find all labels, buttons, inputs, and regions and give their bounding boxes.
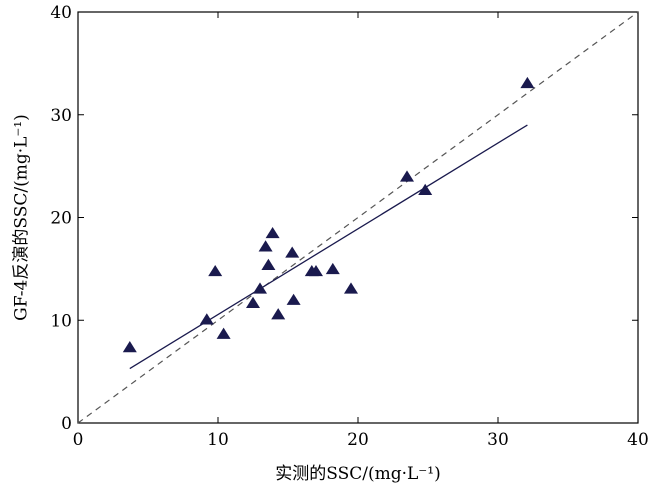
data-point-14 xyxy=(325,262,340,275)
data-point-1 xyxy=(199,313,214,325)
data-point-7 xyxy=(261,258,276,270)
data-point-5 xyxy=(253,282,267,294)
x-axis-label: 实测的SSC/(mg·L⁻¹) xyxy=(275,464,440,484)
data-point-17 xyxy=(418,183,433,195)
y-tick-label-2: 20 xyxy=(50,209,72,229)
x-tick-label-3: 30 xyxy=(487,430,509,450)
data-point-0 xyxy=(122,340,137,353)
data-point-10 xyxy=(285,246,300,258)
data-point-9 xyxy=(271,308,286,320)
one-to-one-dashed-line xyxy=(77,11,639,424)
data-point-6 xyxy=(258,240,273,252)
data-point-16 xyxy=(400,170,414,182)
data-point-8 xyxy=(265,226,280,239)
regression-fit-line xyxy=(129,124,528,370)
x-tick-label-0: 0 xyxy=(73,430,84,450)
data-point-2 xyxy=(208,264,223,277)
data-point-18 xyxy=(520,76,535,89)
y-tick-label-0: 0 xyxy=(61,414,72,434)
y-tick-label-4: 40 xyxy=(50,3,72,23)
y-axis-label: GF-4反演的SSC/(mg·L⁻¹) xyxy=(12,114,32,321)
y-tick-label-3: 30 xyxy=(50,106,72,126)
x-tick-label-4: 40 xyxy=(627,430,649,450)
data-point-3 xyxy=(216,327,231,339)
x-tick-label-2: 20 xyxy=(347,430,369,450)
data-point-4 xyxy=(246,296,260,309)
data-point-15 xyxy=(344,282,358,294)
data-point-11 xyxy=(286,293,301,305)
data-point-13 xyxy=(309,264,323,277)
x-tick-label-1: 10 xyxy=(207,430,229,450)
y-tick-label-1: 10 xyxy=(50,311,72,331)
